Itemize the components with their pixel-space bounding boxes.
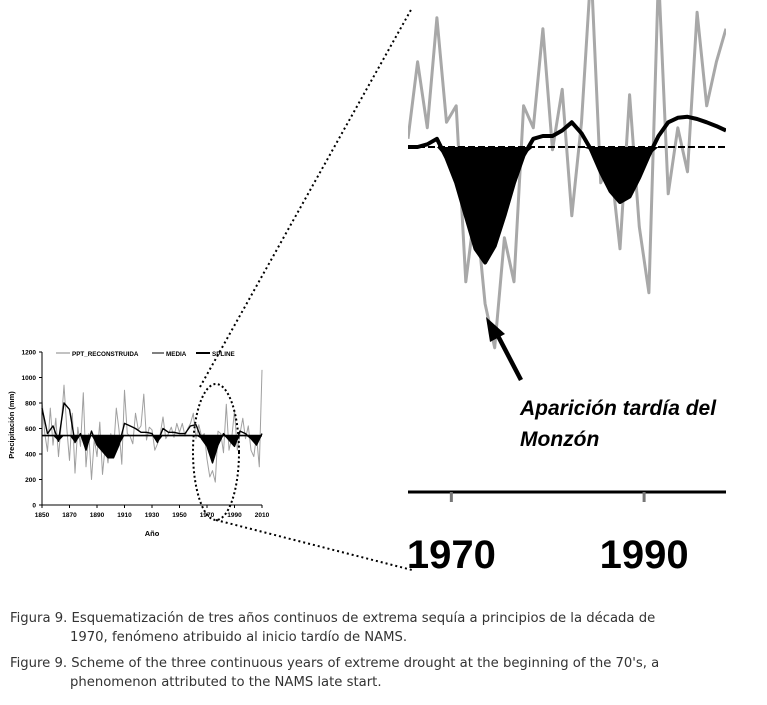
caption-en-line1: Figure 9. Scheme of the three continuous…: [10, 656, 660, 671]
caption-en-line2: phenomenon attributed to the NAMS late s…: [70, 675, 382, 690]
x-tick-label: 1910: [117, 512, 132, 519]
legend-ppt: PPT_RECONSTRUIDA: [72, 351, 139, 358]
figure: 0 200 400 600 800 1000 1200 1850 1870 1890 1910 19…: [7, 0, 726, 577]
caption-english: Figure 9. Scheme of the three continuous…: [10, 654, 755, 692]
drought-area: [42, 435, 262, 463]
annotation-line1: Aparición tardía del: [519, 397, 717, 420]
x-tick-label: 2010: [255, 512, 270, 519]
small-chart: 0 200 400 600 800 1000 1200 1850 1870 1890 1910 19…: [7, 350, 270, 539]
y-tick-label: 400: [25, 452, 36, 459]
legend-spline: SPLINE: [212, 351, 235, 358]
x-tick-label: 1990: [227, 512, 242, 519]
series-spline-small: [41, 402, 263, 464]
zoom-connector-top: [199, 7, 413, 388]
x-tick-label: 1890: [90, 512, 105, 519]
y-tick-label: 0: [32, 503, 36, 510]
x-tick-label: 1930: [145, 512, 160, 519]
series-ppt-reconstruida: [41, 369, 263, 483]
zoom-x-ticks: 1970 1990: [407, 492, 689, 577]
x-tick-label: 1950: [172, 512, 187, 519]
spline-line-zoom: [408, 114, 726, 265]
y-tick-label: 800: [25, 401, 36, 408]
y-axis-label: Precipitación (mm): [7, 391, 16, 459]
caption-es-line2: 1970, fenómeno atribuido al inicio tardí…: [70, 630, 408, 645]
spline-line: [41, 402, 263, 464]
caption-spanish: Figura 9. Esquematización de tres años c…: [10, 609, 755, 647]
y-tick-label: 200: [25, 477, 36, 484]
zoom-x-tick-label: 1990: [600, 533, 689, 577]
series-spline-zoom: [408, 114, 726, 265]
highlight-ellipse: [192, 383, 240, 521]
y-tick-label: 1200: [22, 350, 37, 357]
annotation-line2: Monzón: [520, 428, 599, 451]
drought-fill-zoom: [408, 147, 726, 263]
caption-es-line1: Figura 9. Esquematización de tres años c…: [10, 611, 656, 626]
drought-fill-small: [42, 435, 262, 463]
y-tick-label: 600: [25, 426, 36, 433]
x-axis-label: Año: [145, 529, 160, 538]
drought-area: [408, 147, 726, 263]
ppt-line: [41, 369, 263, 483]
zoom-chart: 1970 1990 Aparición tardía del Monzón: [407, 0, 726, 577]
zoom-connector-bottom: [215, 519, 413, 571]
legend-media: MEDIA: [166, 351, 187, 358]
x-tick-label: 1870: [62, 512, 77, 519]
x-tick-label: 1850: [35, 512, 50, 519]
y-tick-labels: 0 200 400 600 800 1000 1200: [22, 350, 42, 510]
legend: PPT_RECONSTRUIDA MEDIA SPLINE: [56, 351, 235, 358]
arrow-annotation: [486, 317, 523, 382]
x-tick-labels: 1850 1870 1890 1910 1930 1950 1970 1990 2010: [35, 505, 270, 519]
y-tick-label: 1000: [22, 375, 37, 382]
zoom-x-tick-label: 1970: [407, 533, 496, 577]
